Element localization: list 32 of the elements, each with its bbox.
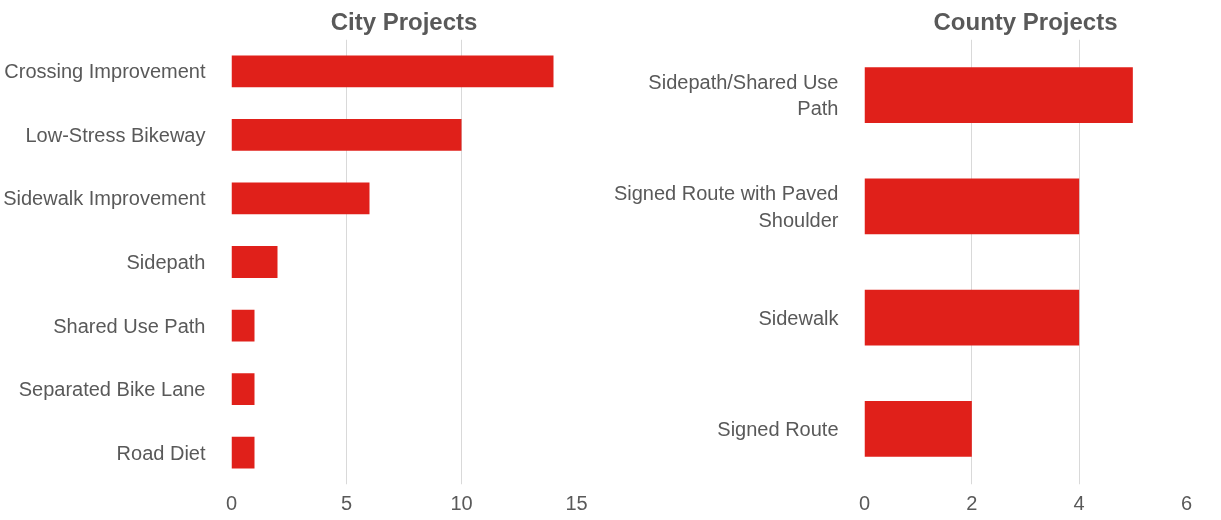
- y-tick-label: Signed Route: [717, 417, 839, 440]
- y-tick-label: Separated Bike Lane: [18, 378, 206, 401]
- y-tick-label: Signed Route with Paved Shoulder: [613, 182, 839, 231]
- bar: [864, 67, 1133, 123]
- chart-title: County Projects: [933, 7, 1118, 35]
- chart-title: City Projects: [330, 7, 478, 35]
- bar: [231, 182, 370, 215]
- x-tick-label: 6: [1180, 491, 1193, 514]
- x-tick-label: 4: [1073, 491, 1085, 514]
- y-tick-label: Shared Use Path: [53, 314, 206, 337]
- bar: [231, 55, 554, 88]
- y-tick-label: Crossing Improvement: [4, 60, 206, 83]
- x-tick-label: 0: [225, 491, 238, 514]
- y-tick-label: Sidepath/Shared Use Path: [648, 70, 839, 120]
- bar: [864, 289, 1080, 346]
- y-tick-label: Sidewalk Improvement: [3, 187, 206, 210]
- bar: [864, 401, 972, 457]
- x-tick-label: 2: [966, 491, 978, 514]
- x-tick-label: 5: [340, 491, 353, 514]
- bar: [231, 436, 255, 469]
- x-tick-label: 15: [565, 491, 588, 514]
- bar: [231, 309, 255, 342]
- bar: [864, 178, 1080, 235]
- bar: [231, 118, 462, 151]
- y-tick-label: Sidewalk: [758, 306, 840, 329]
- y-tick-label: Low-Stress Bikeway: [25, 123, 206, 146]
- x-tick-label: 0: [858, 491, 871, 514]
- y-tick-label: Road Diet: [116, 441, 206, 464]
- bar: [231, 373, 255, 406]
- y-tick-label: Sidepath: [126, 251, 206, 273]
- bar: [231, 246, 278, 278]
- x-tick-label: 10: [450, 491, 473, 514]
